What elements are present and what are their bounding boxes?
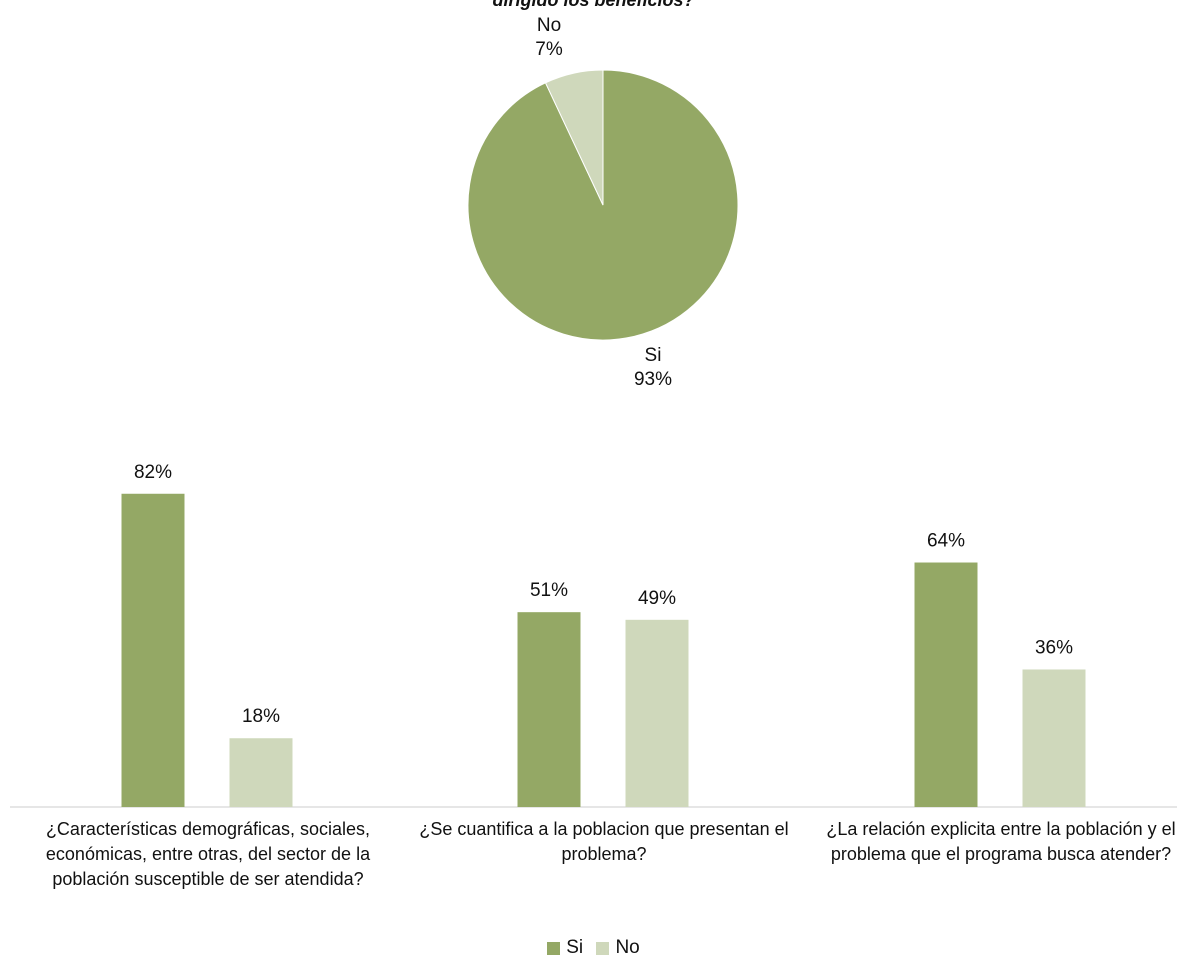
legend-swatch-no <box>596 941 610 955</box>
bar-label-si-0: 82% <box>134 462 172 483</box>
pie-label-si: Si 93% <box>613 344 693 392</box>
bar-chart: 82% 18% 51% 49% 64% 36% ¿Características demog… <box>0 420 1187 964</box>
legend: Si No <box>0 937 1187 961</box>
pie-chart: No 7% Si 93% <box>0 0 1187 420</box>
pie-label-si-name: Si <box>644 345 662 366</box>
bar-label-no-2: 36% <box>1035 637 1073 658</box>
bar-label-si-2: 64% <box>927 531 965 552</box>
bar-no-0 <box>229 738 293 807</box>
bar-si-0 <box>121 493 185 807</box>
chart-title: dirigido los beneficios? <box>492 0 695 10</box>
category-label-1: ¿Se cuantifica a la poblacion que presen… <box>419 819 788 864</box>
legend-item-no: No <box>596 937 640 959</box>
bar-chart-svg: 82% 18% 51% 49% 64% 36% ¿Características demog… <box>10 462 1177 889</box>
bar-si-1 <box>517 612 581 807</box>
category-label-0: ¿Características demográficas, sociales,… <box>46 819 371 889</box>
legend-label-no: No <box>615 937 640 958</box>
pie-label-no: No 7% <box>509 14 589 62</box>
bar-no-2 <box>1022 669 1086 807</box>
bar-label-si-1: 51% <box>530 580 568 601</box>
bar-si-2 <box>914 562 978 807</box>
pie-label-no-value: 7% <box>535 39 563 60</box>
bar-label-no-0: 18% <box>242 706 280 727</box>
legend-swatch-si <box>547 941 561 955</box>
bar-no-1 <box>625 619 689 807</box>
bar-label-no-1: 49% <box>638 588 676 609</box>
pie-slice-no <box>544 69 604 206</box>
legend-label-si: Si <box>566 937 584 958</box>
pie-label-no-name: No <box>536 15 562 36</box>
category-label-2: ¿La relación explicita entre la població… <box>826 819 1175 864</box>
legend-item-si: Si <box>547 937 583 959</box>
pie-svg <box>467 69 739 341</box>
pie-label-si-value: 93% <box>633 369 673 390</box>
